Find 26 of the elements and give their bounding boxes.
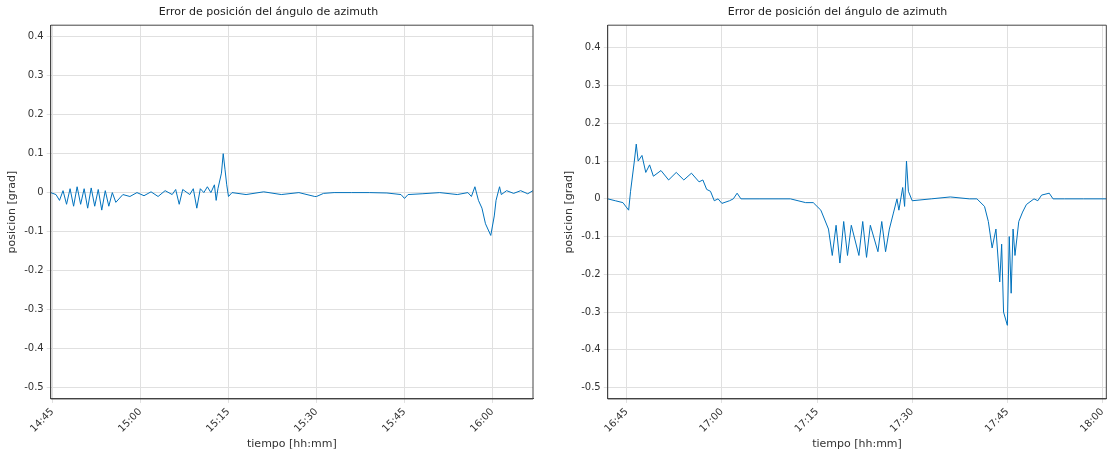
x-axis-title: tiempo [hh:mm] xyxy=(812,437,902,451)
chart-title: Error de posición del ángulo de azimuth xyxy=(158,5,379,19)
y-tick-label: -0.1 xyxy=(581,230,601,242)
y-tick-label: 0.4 xyxy=(27,30,44,42)
chart-title: Error de posición del ángulo de azimuth xyxy=(727,5,948,19)
y-tick-label: 0.4 xyxy=(584,41,601,53)
y-tick-label: 0.3 xyxy=(27,69,44,81)
y-tick-label: 0.3 xyxy=(584,79,601,91)
y-tick-label: 0.2 xyxy=(27,108,44,120)
y-tick-label: -0.2 xyxy=(24,264,44,276)
y-tick-label: 0.1 xyxy=(584,154,601,166)
y-tick-label: 0.2 xyxy=(584,116,601,128)
y-tick-label: 0 xyxy=(37,186,44,198)
y-tick-label: -0.3 xyxy=(581,305,601,317)
y-tick-label: -0.4 xyxy=(24,341,44,353)
y-tick-label: 0.1 xyxy=(27,147,44,159)
y-axis-title: posicion [grad] xyxy=(562,170,576,254)
y-tick-label: -0.4 xyxy=(581,343,601,355)
y-tick-label: -0.1 xyxy=(24,225,44,237)
y-axis-title: posicion [grad] xyxy=(5,170,19,254)
y-tick-label: -0.5 xyxy=(581,381,601,393)
y-tick-label: -0.2 xyxy=(581,267,601,279)
y-tick-label: -0.3 xyxy=(24,302,44,314)
x-axis-title: tiempo [hh:mm] xyxy=(246,437,337,451)
y-tick-label: -0.5 xyxy=(24,380,44,392)
y-tick-label: 0 xyxy=(594,192,601,204)
